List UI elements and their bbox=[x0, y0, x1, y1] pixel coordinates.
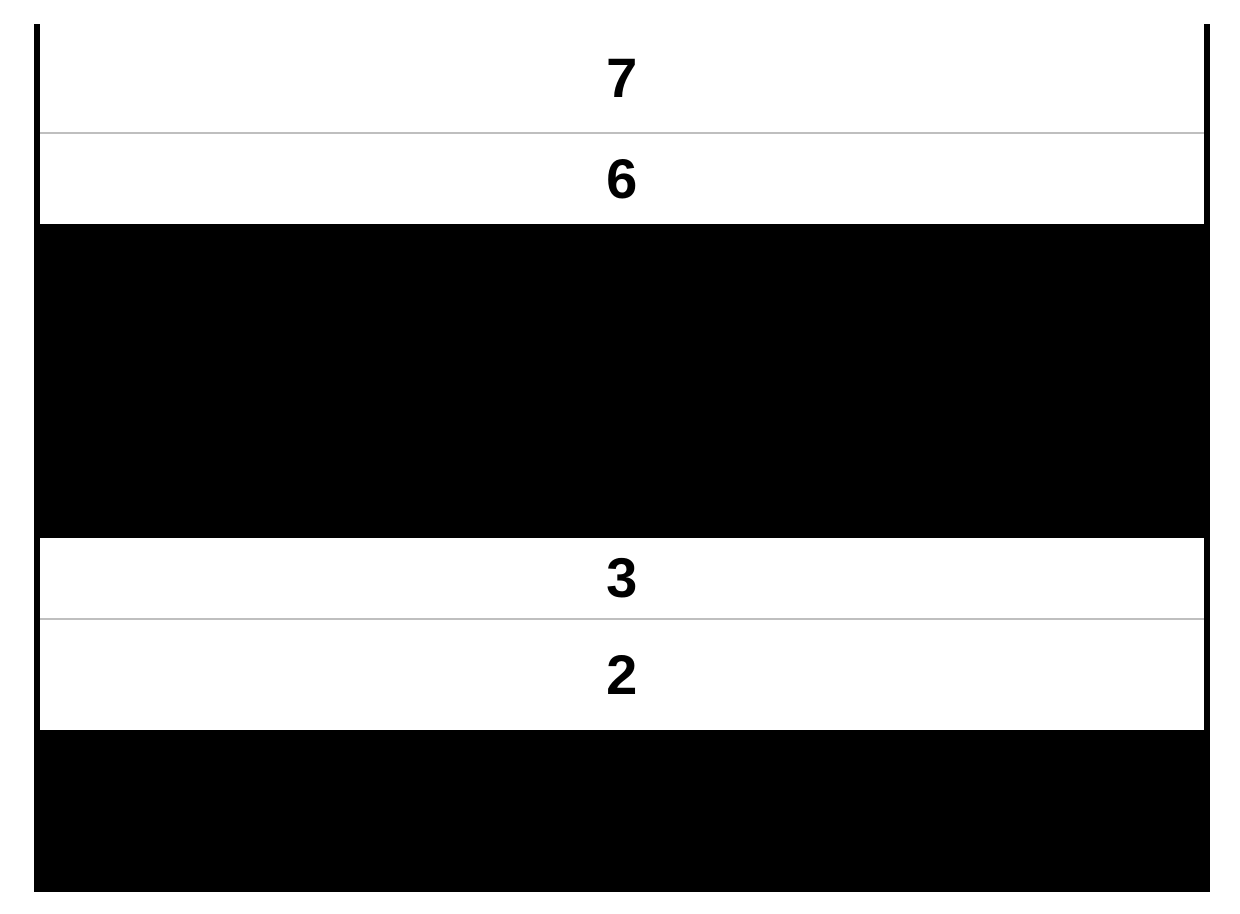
layer-row: 3 bbox=[40, 538, 1204, 620]
layer-label: 3 bbox=[606, 550, 638, 606]
layer-label: 7 bbox=[606, 50, 638, 106]
layer-row bbox=[40, 224, 1204, 538]
layer-label: 2 bbox=[606, 647, 638, 703]
layer-row: 2 bbox=[40, 620, 1204, 730]
layer-label: 6 bbox=[606, 151, 638, 207]
layer-row: 7 bbox=[40, 24, 1204, 134]
layer-row bbox=[40, 730, 1204, 892]
diagram-canvas: 7 6 3 2 bbox=[0, 0, 1240, 914]
layer-row: 6 bbox=[40, 134, 1204, 224]
